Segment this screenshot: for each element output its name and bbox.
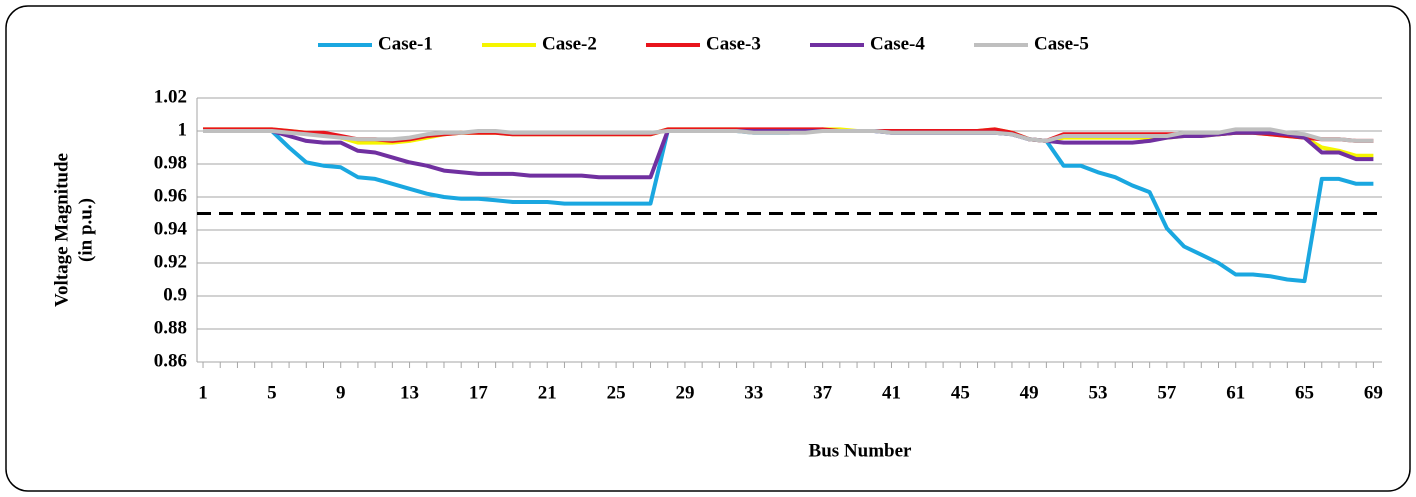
chart-frame bbox=[5, 5, 1411, 492]
x-tick-label: 1 bbox=[198, 382, 208, 403]
x-tick-label: 49 bbox=[1020, 382, 1039, 403]
x-tick-label: 53 bbox=[1089, 382, 1108, 403]
x-tick-label: 29 bbox=[675, 382, 694, 403]
x-tick-label: 69 bbox=[1364, 382, 1383, 403]
y-axis-title: (in p.u.) bbox=[75, 198, 96, 262]
series-line bbox=[203, 127, 1374, 143]
x-tick-label: 57 bbox=[1157, 382, 1177, 403]
y-tick-label: 1 bbox=[178, 119, 188, 140]
y-tick-label: 0.86 bbox=[154, 350, 187, 371]
x-tick-label: 17 bbox=[469, 382, 489, 403]
y-tick-label: 1.02 bbox=[154, 86, 187, 107]
x-tick-label: 61 bbox=[1226, 382, 1245, 403]
legend-label: Case-5 bbox=[1034, 33, 1089, 54]
legend-label: Case-2 bbox=[542, 33, 597, 54]
y-tick-label: 0.9 bbox=[163, 284, 187, 305]
x-tick-label: 25 bbox=[607, 382, 626, 403]
x-tick-label: 45 bbox=[951, 382, 970, 403]
y-tick-label: 0.92 bbox=[154, 251, 187, 272]
y-tick-label: 0.96 bbox=[154, 185, 187, 206]
x-tick-label: 13 bbox=[400, 382, 419, 403]
x-tick-label: 9 bbox=[336, 382, 346, 403]
x-tick-label: 5 bbox=[267, 382, 277, 403]
legend-label: Case-3 bbox=[706, 33, 761, 54]
y-tick-label: 0.98 bbox=[154, 152, 187, 173]
legend-label: Case-4 bbox=[870, 33, 925, 54]
y-tick-label: 0.88 bbox=[154, 317, 187, 338]
x-tick-label: 33 bbox=[744, 382, 763, 403]
x-tick-label: 41 bbox=[882, 382, 901, 403]
y-tick-label: 0.94 bbox=[154, 218, 188, 239]
x-tick-label: 65 bbox=[1295, 382, 1314, 403]
x-axis-title: Bus Number bbox=[809, 440, 912, 461]
legend-label: Case-1 bbox=[378, 33, 433, 54]
x-tick-label: 21 bbox=[538, 382, 557, 403]
x-tick-label: 37 bbox=[813, 382, 833, 403]
y-axis-title: Voltage Magnitude bbox=[51, 153, 72, 307]
